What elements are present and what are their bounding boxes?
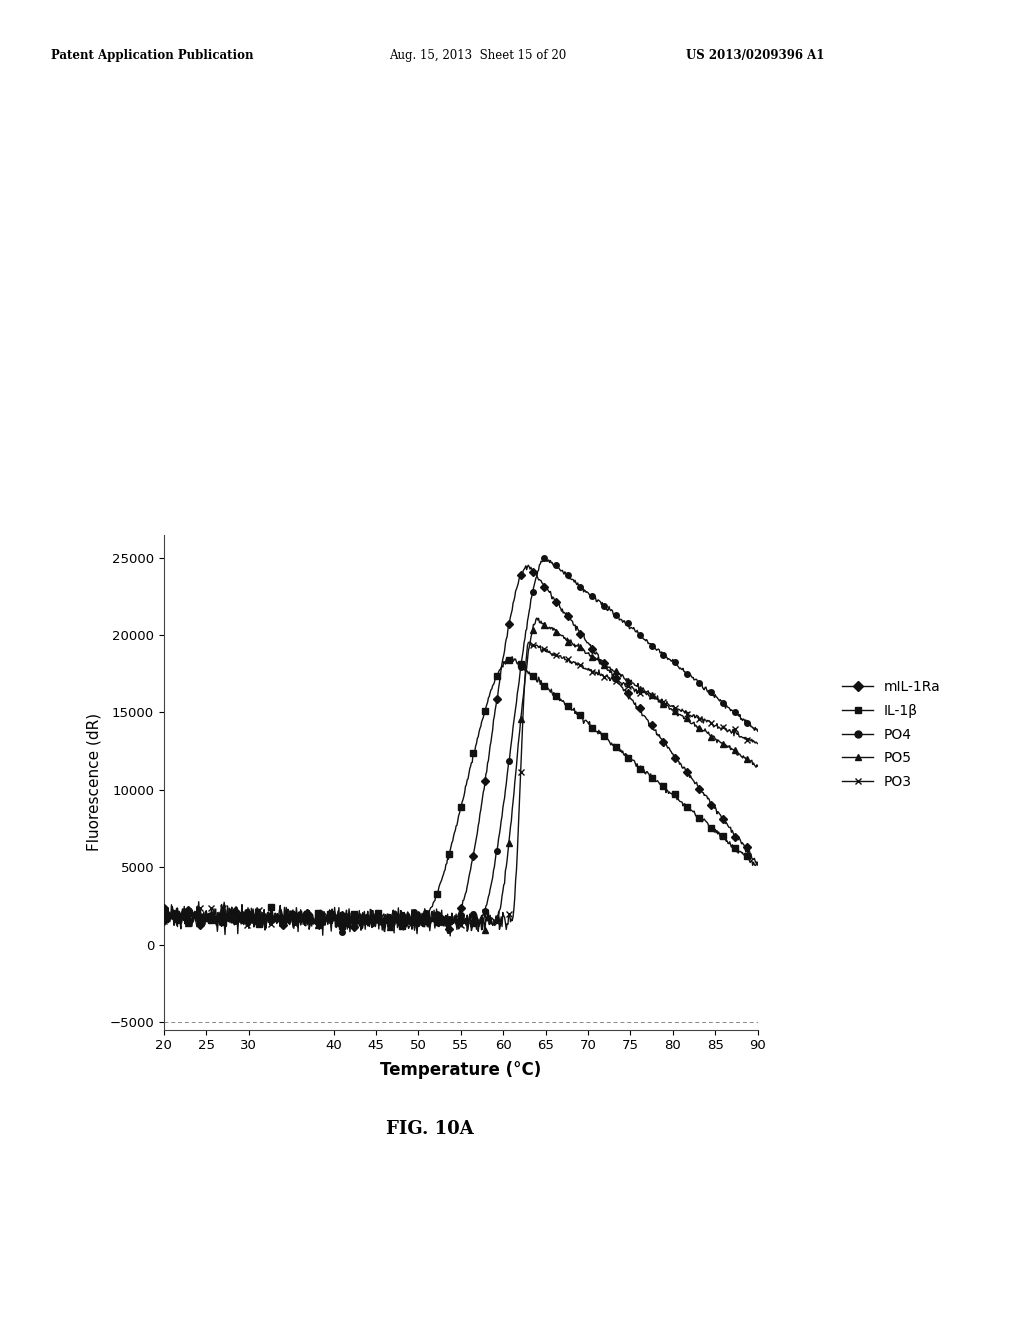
Text: US 2013/0209396 A1: US 2013/0209396 A1 xyxy=(686,49,824,62)
Y-axis label: Fluorescence (dR): Fluorescence (dR) xyxy=(86,713,101,851)
Text: Patent Application Publication: Patent Application Publication xyxy=(51,49,254,62)
X-axis label: Temperature (°C): Temperature (°C) xyxy=(380,1061,542,1078)
Text: FIG. 10A: FIG. 10A xyxy=(386,1119,474,1138)
Text: Aug. 15, 2013  Sheet 15 of 20: Aug. 15, 2013 Sheet 15 of 20 xyxy=(389,49,566,62)
Legend: mIL-1Ra, IL-1β, PO4, PO5, PO3: mIL-1Ra, IL-1β, PO4, PO5, PO3 xyxy=(843,680,941,789)
